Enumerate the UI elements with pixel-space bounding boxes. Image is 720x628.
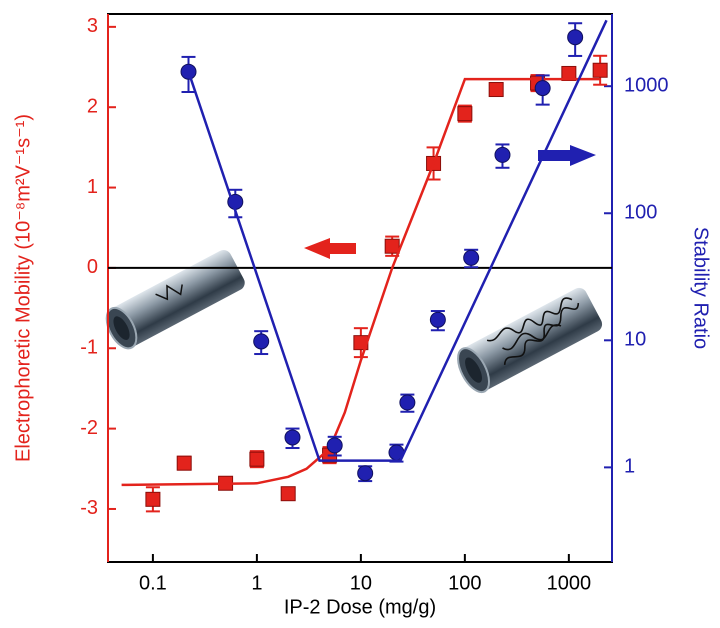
y-tick-label: 2	[87, 95, 98, 117]
nanotube-coated	[457, 287, 603, 394]
data-point	[592, 62, 608, 78]
fit-line	[121, 77, 601, 487]
data-point	[253, 333, 270, 350]
plot-area	[121, 19, 608, 513]
data-point	[326, 437, 343, 454]
y-tick-label: 1	[87, 176, 98, 198]
data-point	[494, 146, 511, 163]
x-tick-label: 1	[251, 572, 262, 594]
y-axis-label: Electrophoretic Mobility (10⁻⁸m²V⁻¹s⁻¹)	[12, 114, 34, 462]
data-point	[561, 65, 577, 81]
data-point	[399, 394, 416, 411]
y2-tick-label: 100	[624, 202, 657, 224]
data-point	[280, 486, 296, 502]
data-point	[429, 311, 446, 328]
y2-tick-label: 10	[624, 329, 646, 351]
data-point	[357, 465, 374, 482]
nanotube-bare	[105, 250, 245, 350]
data-point	[284, 429, 301, 446]
data-point	[249, 451, 265, 467]
data-point	[463, 249, 480, 266]
y-tick-label: 0	[87, 256, 98, 278]
y2-tick-label: 1	[624, 456, 635, 478]
x-axis-label: IP-2 Dose (mg/g)	[284, 596, 436, 618]
x-tick-label: 0.1	[139, 572, 167, 594]
y-tick-label: -3	[80, 497, 98, 519]
x-tick-label: 100	[448, 572, 481, 594]
y-tick-label: -2	[80, 417, 98, 439]
data-point	[384, 238, 400, 254]
arrow-right	[538, 145, 596, 166]
data-point	[488, 82, 504, 98]
y2-axis-label: Stability Ratio	[690, 227, 712, 349]
data-point	[567, 29, 584, 46]
data-point	[457, 106, 473, 122]
y-tick-label: -1	[80, 337, 98, 359]
data-point	[176, 455, 192, 471]
y2-tick-label: 1000	[624, 74, 669, 96]
x-tick-label: 1000	[547, 572, 592, 594]
x-tick-label: 10	[350, 572, 372, 594]
arrow-left	[304, 238, 356, 259]
data-point	[534, 80, 551, 97]
y-tick-label: 3	[87, 15, 98, 37]
data-point	[145, 491, 161, 507]
fit-line	[187, 19, 608, 462]
